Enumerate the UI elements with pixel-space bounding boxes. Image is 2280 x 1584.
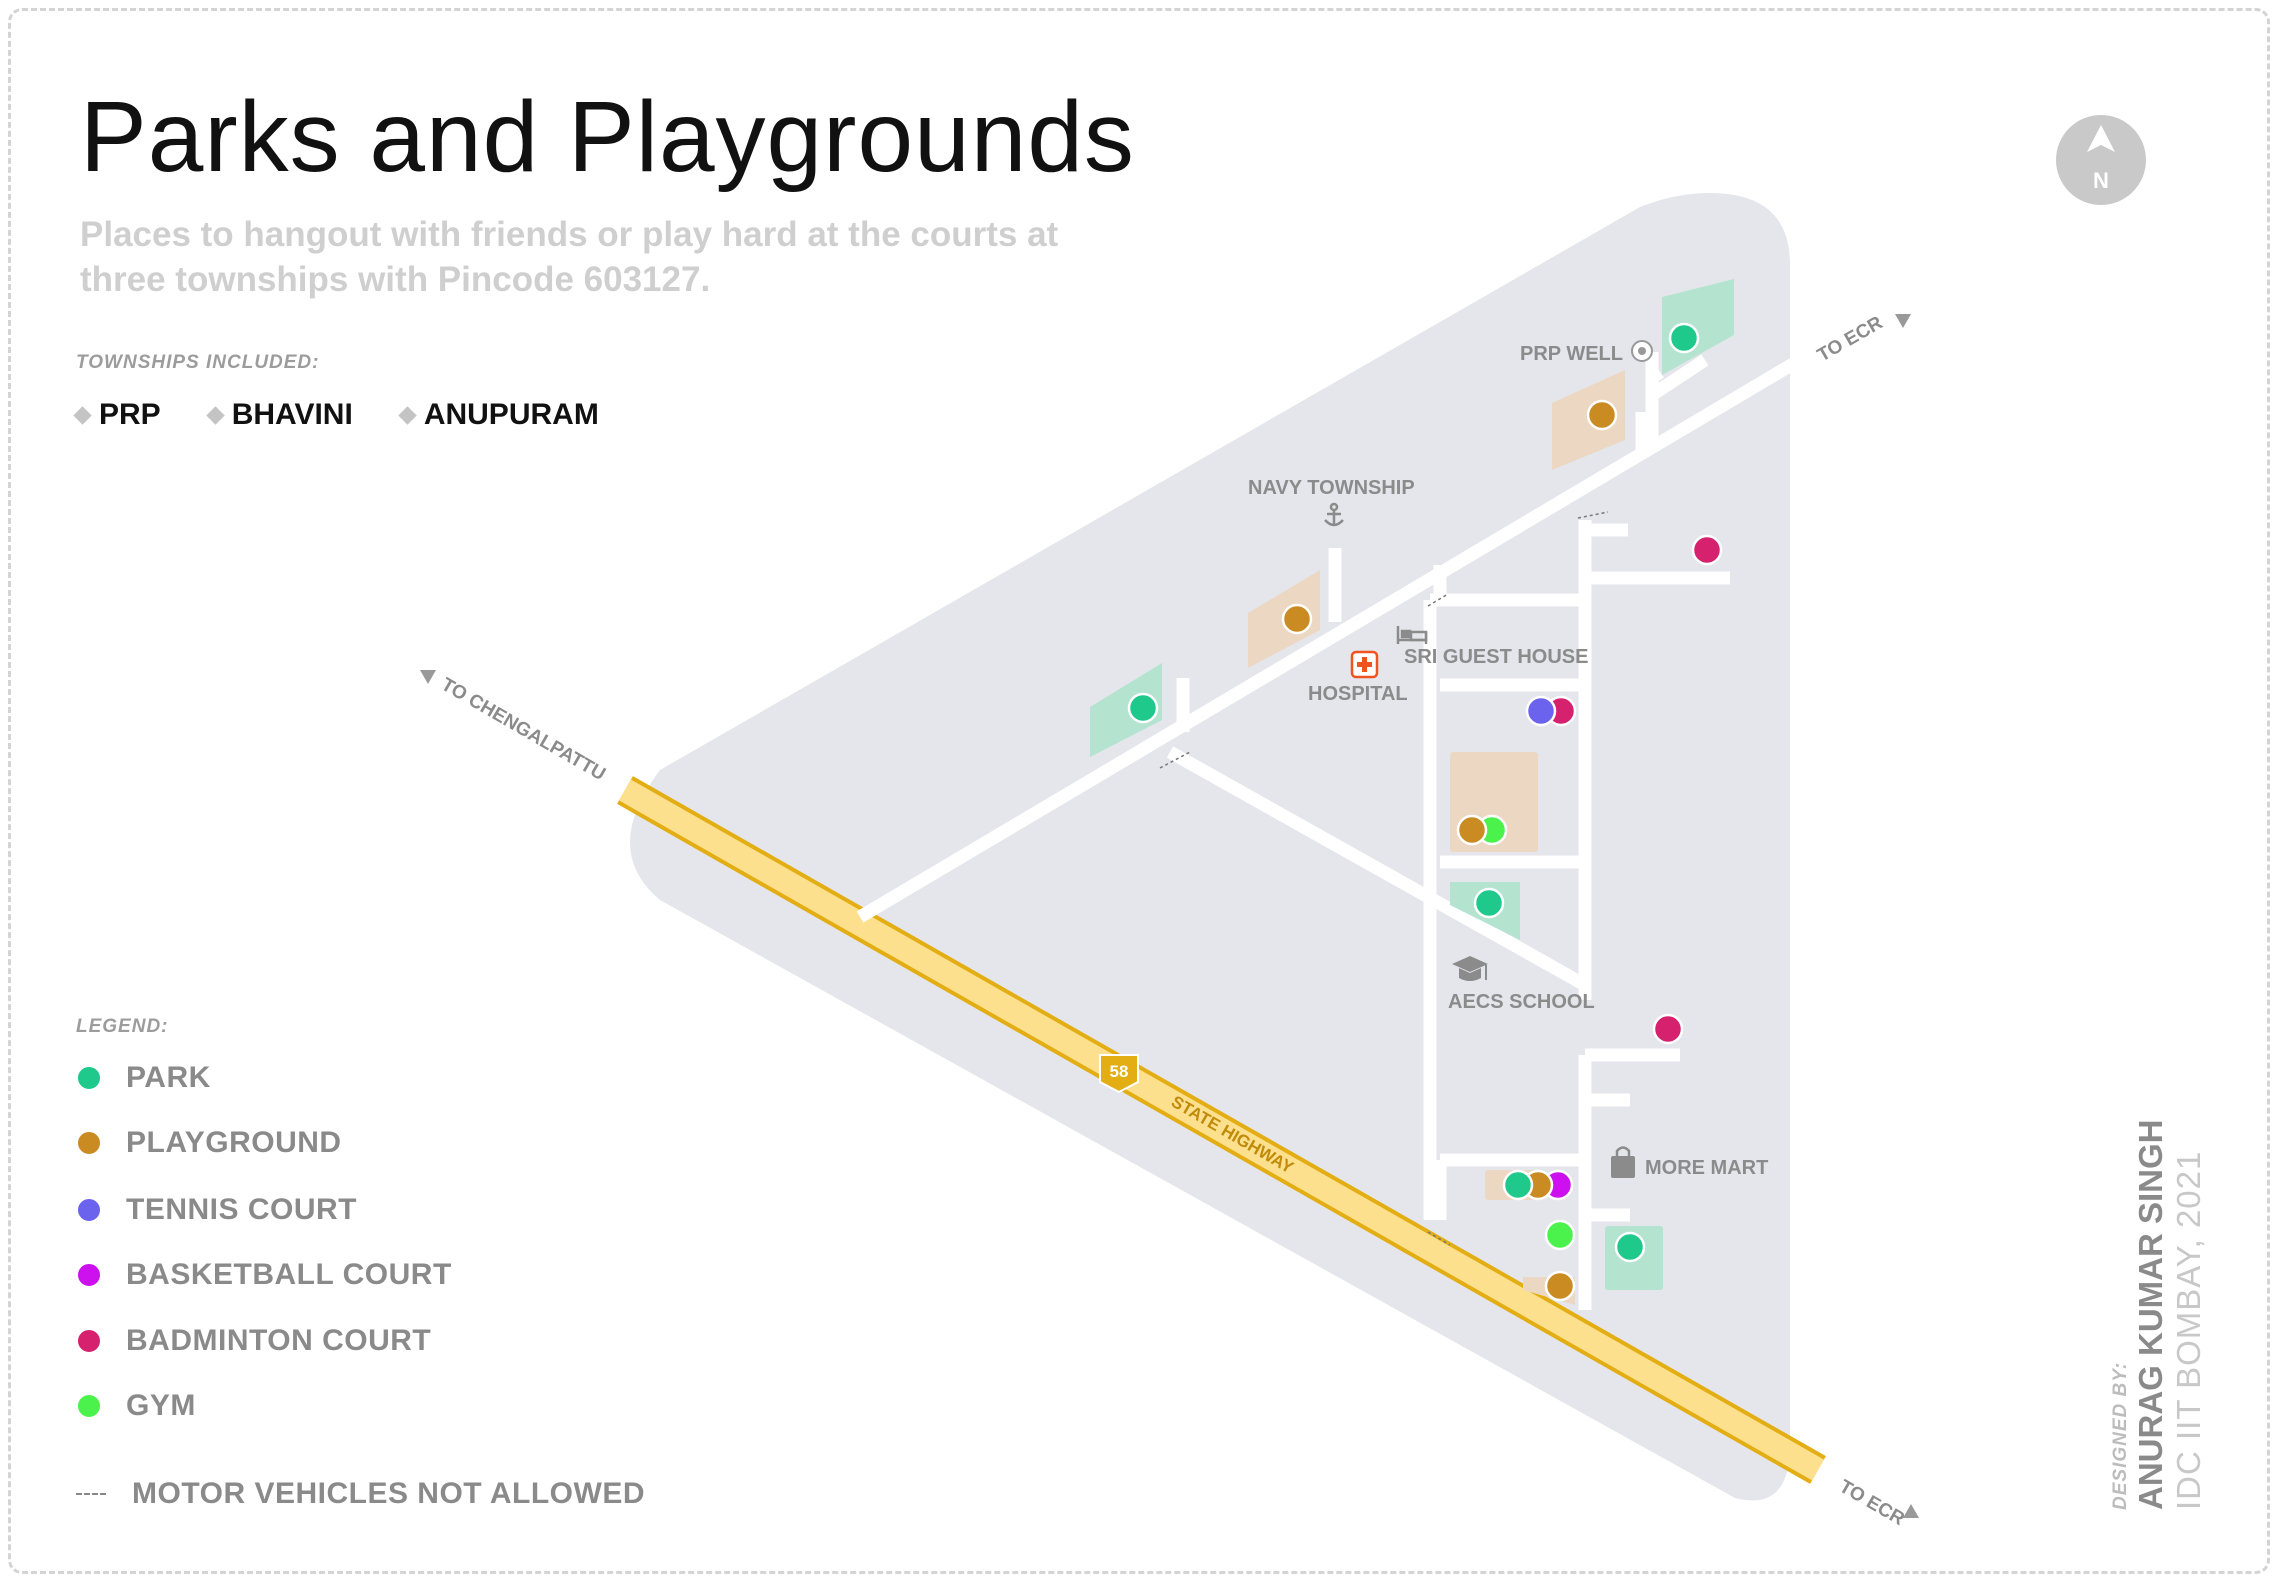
legend-item-park: PARK bbox=[76, 1061, 211, 1095]
township-bhavini: BHAVINI bbox=[205, 398, 353, 432]
page-frame bbox=[8, 8, 2270, 1574]
state-highway bbox=[617, 776, 1826, 1484]
legend-label: PARK bbox=[126, 1061, 211, 1094]
gym-marker bbox=[1544, 1219, 1576, 1251]
highway-number: 58 bbox=[1110, 1062, 1129, 1081]
legend-label: BASKETBALL COURT bbox=[126, 1258, 452, 1291]
to-ecr-bottom-label: TO ECR bbox=[1836, 1476, 1909, 1530]
anchor-icon bbox=[1324, 502, 1344, 527]
playground-dot-icon bbox=[76, 1130, 102, 1156]
legend-label: PLAYGROUND bbox=[126, 1126, 342, 1159]
park-area bbox=[1090, 663, 1162, 757]
page-subtitle: Places to hangout with friends or play h… bbox=[80, 215, 1059, 299]
hospital-label: HOSPITAL bbox=[1308, 683, 1408, 705]
legend-item-tennis: TENNIS COURT bbox=[76, 1193, 357, 1227]
badminton-marker bbox=[1691, 534, 1723, 566]
township-anupuram: ANUPURAM bbox=[398, 398, 599, 432]
badminton-dot-icon bbox=[76, 1328, 102, 1354]
legend-label: TENNIS COURT bbox=[126, 1193, 357, 1226]
arrow-down-icon bbox=[420, 670, 436, 684]
more-mart-label: MORE MART bbox=[1645, 1157, 1768, 1179]
no-vehicle-marks bbox=[1159, 511, 1609, 1246]
arrow-up-icon bbox=[1895, 314, 1911, 328]
townships-heading: TOWNSHIPS INCLUDED: bbox=[76, 352, 320, 373]
park-marker bbox=[1127, 692, 1159, 724]
legend-item-no-vehicles: MOTOR VEHICLES NOT ALLOWED bbox=[76, 1477, 645, 1511]
prp-well-label: PRP WELL bbox=[1520, 343, 1623, 365]
township-label: BHAVINI bbox=[231, 398, 353, 431]
dashed-line-icon bbox=[76, 1493, 106, 1495]
park-dot-icon bbox=[76, 1065, 102, 1091]
legend-heading: LEGEND: bbox=[76, 1016, 169, 1037]
playground-marker bbox=[1586, 399, 1618, 431]
designer-credit: DESIGNED BY: ANURAG KUMAR SINGH IDC IIT … bbox=[2110, 1120, 2208, 1511]
tennis-dot-icon bbox=[76, 1197, 102, 1223]
sri-guest-house-label: SRI GUEST HOUSE bbox=[1404, 646, 1588, 668]
playground-marker bbox=[1544, 1270, 1576, 1302]
to-ecr-top-label: TO ECR bbox=[1814, 312, 1887, 366]
credit-by: DESIGNED BY: bbox=[2110, 1361, 2131, 1510]
compass-label: N bbox=[2093, 168, 2109, 193]
legend-label: GYM bbox=[126, 1389, 196, 1422]
townships-list: PRP BHAVINI ANUPURAM bbox=[73, 398, 599, 432]
playground-marker bbox=[1281, 603, 1313, 635]
basketball-dot-icon bbox=[76, 1262, 102, 1288]
park-marker bbox=[1668, 322, 1700, 354]
badminton-marker bbox=[1652, 1013, 1684, 1045]
navy-township-label: NAVY TOWNSHIP bbox=[1248, 477, 1415, 499]
park-marker bbox=[1614, 1231, 1646, 1263]
to-chengalpattu-label: TO CHENGALPATTU bbox=[438, 674, 609, 785]
graduation-cap-icon bbox=[1452, 956, 1488, 981]
aecs-school-label: AECS SCHOOL bbox=[1448, 991, 1595, 1013]
park-marker bbox=[1502, 1169, 1534, 1201]
road-network bbox=[856, 349, 1812, 1310]
credit-name: ANURAG KUMAR SINGH bbox=[2132, 1119, 2169, 1511]
compass-icon: N bbox=[2056, 115, 2146, 205]
hospital-icon bbox=[1350, 650, 1379, 679]
gym-dot-icon bbox=[76, 1393, 102, 1419]
arrow-down-icon bbox=[1903, 1504, 1919, 1518]
page-title: Parks and Playgrounds bbox=[80, 81, 1135, 193]
legend-item-badminton: BADMINTON COURT bbox=[76, 1324, 431, 1358]
facility-markers bbox=[1127, 322, 1723, 1302]
legend-item-gym: GYM bbox=[76, 1389, 196, 1423]
park-marker bbox=[1473, 887, 1505, 919]
township-prp: PRP bbox=[73, 398, 161, 432]
bed-icon bbox=[1396, 626, 1428, 644]
legend-label: MOTOR VEHICLES NOT ALLOWED bbox=[132, 1477, 645, 1510]
tennis-marker bbox=[1525, 695, 1557, 727]
legend-item-playground: PLAYGROUND bbox=[76, 1126, 342, 1160]
shopping-bag-icon bbox=[1611, 1146, 1635, 1178]
township-label: PRP bbox=[99, 398, 161, 431]
highway-shield-icon: 58 bbox=[1099, 1054, 1139, 1094]
credit-org: IDC IIT BOMBAY, 2021 bbox=[2170, 1150, 2207, 1510]
well-icon bbox=[1631, 340, 1653, 362]
legend-item-basketball: BASKETBALL COURT bbox=[76, 1258, 452, 1292]
legend-label: BADMINTON COURT bbox=[126, 1324, 432, 1357]
township-label: ANUPURAM bbox=[423, 398, 599, 431]
playground-marker bbox=[1456, 814, 1488, 846]
